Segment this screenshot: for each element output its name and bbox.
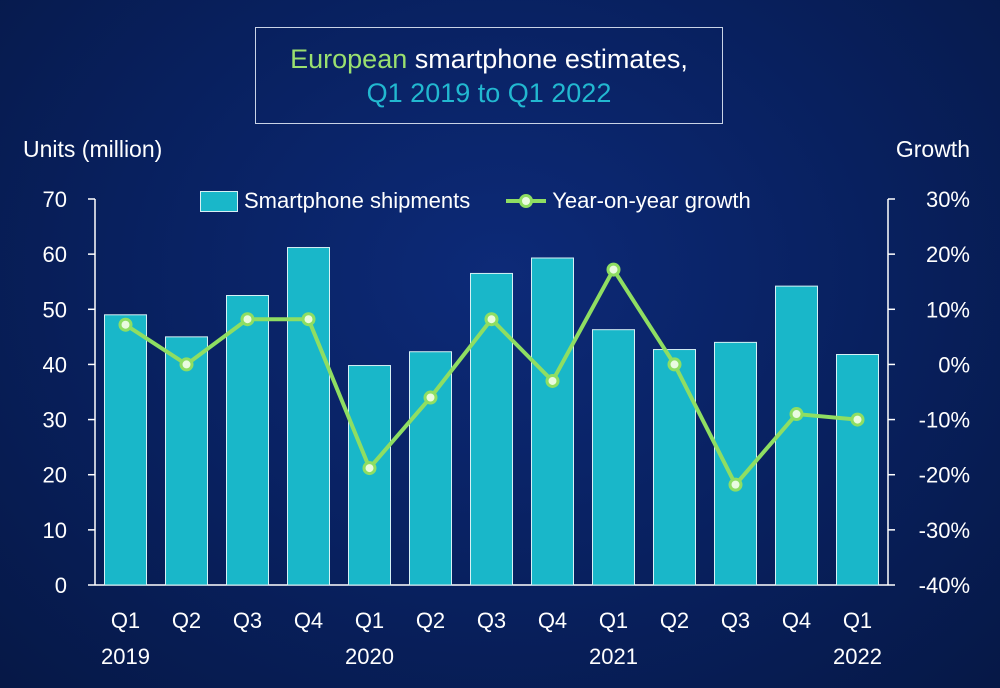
right-tick-label: -10% <box>919 408 970 433</box>
bar <box>165 336 208 586</box>
growth-point <box>240 312 255 327</box>
x-tick-label: Q2 <box>660 608 689 633</box>
x-tick-label: Q2 <box>172 608 201 633</box>
growth-point <box>362 461 377 476</box>
right-axis-title: Growth <box>895 136 970 162</box>
left-tick-label: 10 <box>43 518 67 543</box>
legend-line-label: Year-on-year growth <box>552 188 751 213</box>
x-tick-label: Q2 <box>416 608 445 633</box>
growth-point <box>118 317 133 332</box>
growth-point <box>179 357 194 372</box>
legend-line-swatch <box>506 194 547 208</box>
chart-subtitle: Q1 2019 to Q1 2022 <box>366 78 612 108</box>
bar <box>653 349 696 586</box>
bar <box>531 257 574 586</box>
bar <box>226 295 269 586</box>
chart-title-box: European smartphone estimates, Q1 2019 t… <box>255 27 723 124</box>
bar <box>287 247 330 586</box>
growth-point <box>728 477 743 492</box>
bar <box>714 341 757 586</box>
x-tick-label: Q1 <box>843 608 872 633</box>
bar <box>348 365 391 586</box>
x-year-label: 2021 <box>589 644 638 669</box>
left-tick-label: 20 <box>43 463 67 488</box>
right-tick-label: 10% <box>926 297 970 322</box>
growth-point <box>484 312 499 327</box>
bar <box>592 329 635 586</box>
left-tick-label: 40 <box>43 352 67 377</box>
left-tick-label: 30 <box>43 408 67 433</box>
growth-point <box>423 390 438 405</box>
x-year-label: 2020 <box>345 644 394 669</box>
x-tick-label: Q3 <box>721 608 750 633</box>
chart-title: European smartphone estimates, <box>256 42 722 76</box>
chart-title-rest: smartphone estimates, <box>407 44 688 74</box>
x-year-label: 2019 <box>101 644 150 669</box>
x-tick-label: Q1 <box>599 608 628 633</box>
legend-bar-label: Smartphone shipments <box>244 188 471 213</box>
left-tick-label: 50 <box>43 297 67 322</box>
growth-point <box>850 412 865 427</box>
chart-title-accent: European <box>290 44 408 74</box>
bar <box>409 351 452 586</box>
right-tick-label: -20% <box>919 463 970 488</box>
right-tick-label: -30% <box>919 518 970 543</box>
left-tick-label: 0 <box>55 573 67 598</box>
bar <box>775 285 818 586</box>
growth-point <box>301 312 316 327</box>
x-tick-label: Q3 <box>233 608 262 633</box>
bar <box>104 314 147 586</box>
growth-point <box>545 373 560 388</box>
x-tick-label: Q1 <box>355 608 384 633</box>
bar <box>836 354 879 586</box>
x-tick-label: Q4 <box>538 608 567 633</box>
x-tick-label: Q1 <box>111 608 140 633</box>
right-tick-label: -40% <box>919 573 970 598</box>
left-tick-label: 70 <box>43 187 67 212</box>
legend: Smartphone shipments Year-on-year growth <box>200 186 751 216</box>
left-axis-title: Units (million) <box>23 136 163 162</box>
x-year-label: 2022 <box>833 644 882 669</box>
x-tick-label: Q4 <box>294 608 323 633</box>
growth-point <box>606 262 621 277</box>
right-tick-label: 30% <box>926 187 970 212</box>
left-tick-label: 60 <box>43 242 67 267</box>
growth-point <box>789 407 804 422</box>
legend-bar-swatch <box>200 190 238 212</box>
right-tick-label: 0% <box>938 352 970 377</box>
x-tick-label: Q3 <box>477 608 506 633</box>
right-tick-label: 20% <box>926 242 970 267</box>
x-tick-label: Q4 <box>782 608 811 633</box>
growth-point <box>667 357 682 372</box>
